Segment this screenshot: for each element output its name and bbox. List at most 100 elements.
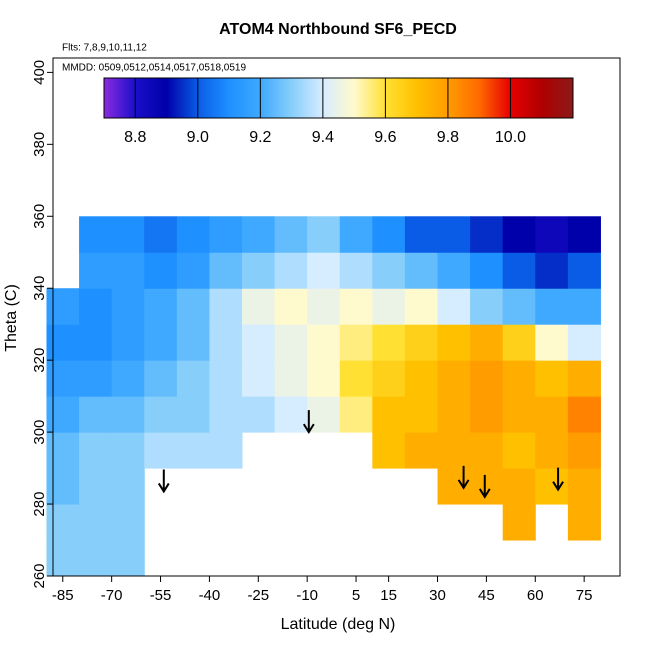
y-tick-label: 400 — [31, 60, 48, 85]
cell — [176, 324, 210, 361]
cell — [46, 504, 80, 541]
overlay: MMDD: 0509,0512,0514,0517,0518,0519 8.8 9.… — [62, 63, 574, 499]
cell — [339, 288, 373, 325]
cell — [502, 468, 536, 505]
cell — [535, 324, 569, 361]
cell — [567, 324, 601, 361]
cell — [470, 360, 504, 397]
x-tick-label: 15 — [380, 587, 397, 604]
cell — [274, 360, 308, 397]
cell — [372, 432, 406, 469]
colorbar-tick-label: 9.2 — [249, 129, 271, 146]
colorbar — [103, 77, 574, 119]
cell — [46, 324, 80, 361]
cell — [535, 432, 569, 469]
cell — [339, 324, 373, 361]
cell — [404, 288, 439, 325]
cell — [111, 252, 145, 289]
cell — [79, 288, 113, 325]
cell — [242, 216, 276, 253]
x-tick-label: -25 — [247, 587, 269, 604]
cell — [372, 360, 406, 397]
cell — [274, 396, 308, 433]
y-tick-label: 360 — [31, 204, 48, 229]
cell — [567, 468, 601, 505]
cell — [144, 360, 178, 397]
y-tick-label: 320 — [31, 348, 48, 373]
cell — [144, 252, 178, 289]
cell — [46, 432, 80, 469]
cell — [437, 396, 471, 433]
x-tick-label: 5 — [352, 587, 360, 604]
cell — [567, 504, 601, 541]
cell — [437, 252, 471, 289]
cell — [79, 396, 113, 433]
cell — [307, 252, 341, 289]
cell — [176, 288, 210, 325]
cell — [111, 396, 145, 433]
cell — [404, 396, 439, 433]
cell — [144, 432, 178, 469]
cell — [79, 504, 113, 541]
cell — [242, 396, 276, 433]
cell — [274, 288, 308, 325]
y-tick-label: 340 — [31, 276, 48, 301]
cell — [209, 252, 243, 289]
cell — [339, 216, 373, 253]
cell — [502, 288, 536, 325]
x-tick-label: 60 — [527, 587, 544, 604]
cell — [274, 216, 308, 253]
cell — [372, 288, 406, 325]
cell — [567, 252, 601, 289]
field — [46, 216, 601, 577]
cell — [209, 396, 243, 433]
cell — [274, 252, 308, 289]
cell — [502, 324, 536, 361]
cell — [46, 468, 80, 505]
arrow — [157, 469, 170, 494]
x-tick-label: -70 — [101, 587, 123, 604]
cell — [437, 432, 471, 469]
colorbar-tick-label: 9.0 — [187, 129, 209, 146]
cell — [307, 216, 341, 253]
cell — [470, 396, 504, 433]
dates-note: MMDD: 0509,0512,0514,0517,0518,0519 — [62, 63, 246, 74]
cell — [242, 252, 276, 289]
cell — [46, 540, 80, 577]
cell — [404, 216, 439, 253]
y-axis-label: Theta (C) — [3, 284, 20, 352]
cell — [535, 396, 569, 433]
cell — [535, 252, 569, 289]
x-tick-label: 75 — [576, 587, 593, 604]
x-tick-label: -40 — [199, 587, 221, 604]
cell — [79, 252, 113, 289]
cell — [176, 360, 210, 397]
x-tick-label: 30 — [429, 587, 446, 604]
cell — [176, 252, 210, 289]
cell — [111, 216, 145, 253]
cell — [372, 252, 406, 289]
cell — [111, 324, 145, 361]
cell — [79, 324, 113, 361]
x-tick-label: 45 — [478, 587, 495, 604]
cell — [111, 288, 145, 325]
cell — [307, 360, 341, 397]
cell — [339, 396, 373, 433]
cell — [144, 324, 178, 361]
cell — [502, 252, 536, 289]
plot-frame — [52, 57, 621, 577]
cell — [111, 468, 145, 505]
colorbar-tick-label: 9.8 — [437, 129, 459, 146]
cell — [470, 432, 504, 469]
cell — [470, 288, 504, 325]
cell — [470, 252, 504, 289]
y-tick-label: 260 — [31, 563, 48, 588]
cell — [144, 216, 178, 253]
cell — [470, 468, 504, 505]
cell — [502, 360, 536, 397]
chart-title: ATOM4 Northbound SF6_PECD — [219, 21, 457, 38]
cell — [535, 216, 569, 253]
cell — [372, 324, 406, 361]
cell — [46, 360, 80, 397]
cell — [567, 288, 601, 325]
